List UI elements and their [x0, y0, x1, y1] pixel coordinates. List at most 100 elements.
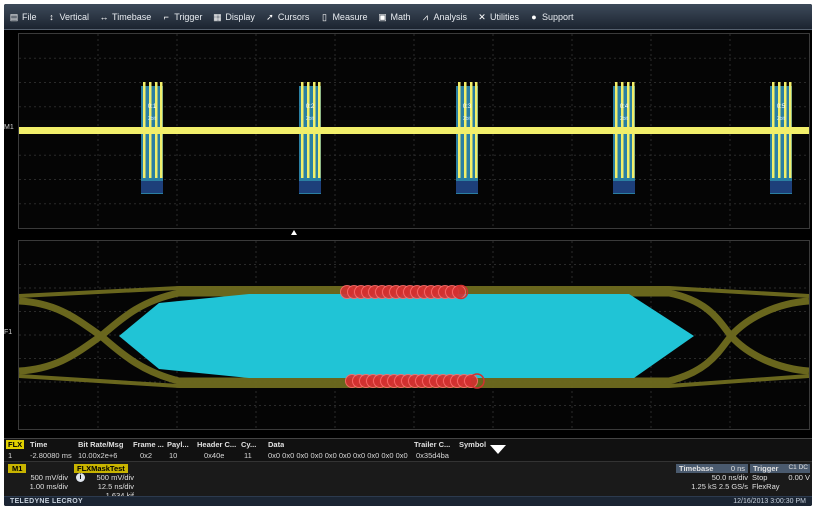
mask-tdiv: 12.5 ns/div: [97, 482, 134, 491]
menu-cursors[interactable]: ➚ Cursors: [260, 4, 315, 29]
trigger-descriptor[interactable]: Trigger C1 DC Stop 0.00 V FlexRay: [750, 464, 810, 494]
m1-descriptor[interactable]: M1 500 mV/div 1.00 ms/div: [8, 464, 68, 494]
menu-timebase[interactable]: ↔ Timebase: [94, 4, 156, 29]
cell-bitrate: 10.00x2e+6: [78, 451, 118, 460]
menu-utilities-label: Utilities: [489, 11, 519, 22]
descriptor-bar: M1 500 mV/div 1.00 ms/div FLXMaskTest i …: [4, 461, 812, 500]
frame-sub-label: 2bit: [777, 116, 786, 122]
cell-header-crc: 0x40e: [204, 451, 225, 460]
lower-trace-label: F1: [4, 329, 13, 336]
timebase-icon: ↔: [99, 11, 109, 22]
display-icon: ▦: [213, 11, 222, 22]
trigger-head: Trigger C1 DC: [750, 464, 810, 473]
trigger-position-marker: [291, 230, 297, 235]
table-row[interactable]: 1 -2.80080 ms 10.00x2e+6 0x2 10 0x40e 11…: [4, 451, 812, 461]
eye-diagram-grid[interactable]: [18, 240, 810, 430]
menu-vertical-label: Vertical: [59, 11, 90, 22]
table-dropdown-arrow[interactable]: [490, 445, 506, 454]
protocol-badge[interactable]: FLX: [6, 440, 25, 449]
decode-table-header: FLX Time Bit Rate/Msg Frame ... Payl... …: [4, 440, 812, 450]
cell-payload: 10: [169, 451, 178, 460]
brand-logo: TELEDYNE LECROY: [10, 498, 83, 505]
timebase-title: Timebase: [679, 464, 714, 473]
frame-footer-block: [770, 181, 792, 193]
cell-trailer-crc: 0x35d4ba: [416, 451, 449, 460]
frame-footer-block: [456, 181, 478, 193]
menu-cursors-label: Cursors: [277, 11, 310, 22]
timebase-div: 50.0 ns/div: [711, 473, 748, 482]
decode-table: FLX Time Bit Rate/Msg Frame ... Payl... …: [4, 438, 812, 461]
menu-measure-label: Measure: [332, 11, 368, 22]
timebase-rate: 1.25 kS 2.5 GS/s: [691, 482, 748, 491]
trigger-title: Trigger: [753, 464, 779, 473]
mask-descriptor-label: FLXMaskTest: [74, 464, 128, 473]
trigger-type: FlexRay: [752, 482, 780, 491]
menu-math[interactable]: ▣ Math: [372, 4, 415, 29]
analysis-icon: ⩘: [422, 11, 428, 22]
trigger-flags: C1 DC: [788, 464, 808, 471]
col-trailer-crc[interactable]: Trailer C...: [414, 440, 451, 449]
mask-descriptor-body: i 500 mV/div 12.5 ns/div 1.634 kif: [74, 473, 134, 500]
file-icon: ▤: [9, 11, 19, 22]
trigger-icon: ⌐: [163, 11, 169, 22]
col-cycle[interactable]: Cy...: [241, 440, 257, 449]
cell-data: 0x0 0x0 0x0 0x0 0x0 0x0 0x0 0x0 0x0 0x0: [268, 451, 408, 460]
col-payload[interactable]: Payl...: [167, 440, 189, 449]
menu-trigger[interactable]: ⌐ Trigger: [156, 4, 207, 29]
eye-diagram-svg: [18, 241, 810, 429]
info-icon[interactable]: i: [76, 473, 85, 482]
oscilloscope-window: ▤ File ↕ Vertical ↔ Timebase ⌐ Trigger ▦ Disp…: [4, 4, 812, 506]
math-icon: ▣: [378, 11, 387, 22]
menu-utilities[interactable]: ✕ Utilities: [472, 4, 524, 29]
support-icon: ●: [531, 11, 537, 22]
m1-descriptor-label: M1: [8, 464, 27, 473]
frame-id-label: 0:1: [148, 104, 157, 110]
menu-measure[interactable]: ▯ Measure: [314, 4, 372, 29]
frame-sub-label: 2bit: [148, 116, 157, 122]
m1-vdiv: 500 mV/div: [30, 473, 68, 482]
menu-bar: ▤ File ↕ Vertical ↔ Timebase ⌐ Trigger ▦ Disp…: [4, 4, 812, 30]
utilities-icon: ✕: [478, 11, 486, 22]
mask-region: [119, 294, 694, 378]
upper-waveform-grid[interactable]: 0:1 2bit 0:2 2bit 0:3 2bit 0:4 2bit 0:5 2bit: [18, 33, 810, 229]
col-header-crc[interactable]: Header C...: [197, 440, 237, 449]
mask-failure-marker: [464, 374, 478, 388]
status-footer: TELEDYNE LECROY 12/16/2013 3:00:30 PM: [4, 496, 812, 506]
mask-failure-marker: [469, 373, 485, 389]
timebase-value: 0 ns: [730, 464, 745, 473]
datetime: 12/16/2013 3:00:30 PM: [733, 498, 806, 505]
timebase-descriptor[interactable]: Timebase 0 ns 50.0 ns/div 1.25 kS 2.5 GS…: [676, 464, 748, 494]
mask-descriptor[interactable]: FLXMaskTest i 500 mV/div 12.5 ns/div 1.6…: [74, 464, 134, 500]
frame-id-label: 0:5: [777, 104, 786, 110]
col-frame[interactable]: Frame ...: [133, 440, 164, 449]
col-time[interactable]: Time: [30, 440, 48, 449]
menu-analysis-label: Analysis: [433, 11, 467, 22]
menu-vertical[interactable]: ↕ Vertical: [42, 4, 95, 29]
col-symbol[interactable]: Symbol: [459, 440, 487, 449]
cell-frame: 0x2: [140, 451, 153, 460]
menu-support[interactable]: ● Support: [524, 4, 579, 29]
menu-file[interactable]: ▤ File: [4, 4, 42, 29]
frame-footer-block: [141, 181, 163, 193]
mask-failure-marker: [453, 284, 469, 300]
menu-file-label: File: [22, 11, 37, 22]
frame-id-label: 0:4: [620, 104, 629, 110]
upper-trace-label: M1: [4, 124, 14, 131]
menu-timebase-label: Timebase: [112, 11, 152, 22]
frame-footer-block: [613, 181, 635, 193]
frame-id-label: 0:3: [463, 104, 472, 110]
cursors-icon: ➚: [266, 11, 274, 22]
frame-footer-block: [299, 181, 321, 193]
menu-display[interactable]: ▦ Display: [207, 4, 260, 29]
cell-time: -2.80080 ms: [30, 451, 72, 460]
frame-sub-label: 2bit: [620, 116, 629, 122]
mask-count: 1.634 kif: [74, 491, 134, 500]
col-bitrate[interactable]: Bit Rate/Msg: [78, 440, 124, 449]
mask-vdiv: 500 mV/div: [96, 473, 134, 482]
upper-waveform-svg: 0:1 2bit 0:2 2bit 0:3 2bit 0:4 2bit 0:5 2bit: [19, 34, 809, 228]
col-data[interactable]: Data: [268, 440, 285, 449]
row-index: 1: [8, 451, 13, 460]
trigger-level: 0.00 V: [788, 473, 810, 482]
trigger-state: Stop 0.00 V: [750, 473, 810, 482]
menu-analysis[interactable]: ⩘ Analysis: [415, 4, 472, 29]
